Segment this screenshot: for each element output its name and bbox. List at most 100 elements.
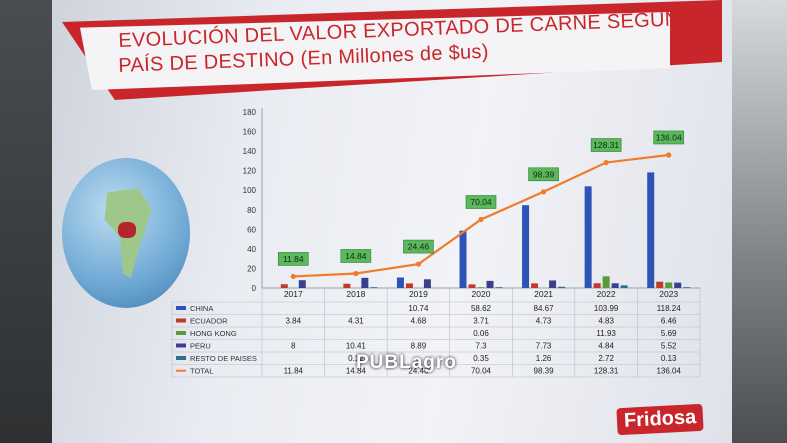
total-label-box (277, 252, 309, 266)
y-tick-label: 100 (243, 186, 257, 195)
table-cell: 4.84 (598, 342, 614, 351)
table-cell: 84.67 (534, 304, 555, 313)
table-cell: 11.93 (596, 329, 616, 338)
total-point (540, 189, 547, 195)
table-cell: 2.72 (598, 354, 614, 363)
bar-peru (674, 282, 682, 288)
legend-swatch (176, 331, 186, 335)
bar-ecuador (468, 284, 476, 288)
total-label-box (653, 130, 685, 145)
bar-china (396, 277, 404, 288)
total-data-label: 98.39 (533, 169, 555, 179)
bar-resto-de-paises (495, 287, 503, 288)
y-tick-label: 0 (252, 284, 257, 293)
table-cell: 70.04 (471, 367, 492, 376)
total-label-box (403, 239, 434, 254)
total-point (478, 216, 484, 223)
x-tick-label: 2022 (597, 289, 616, 299)
total-data-label: 24.46 (408, 242, 430, 252)
bar-resto-de-paises (558, 286, 566, 288)
table-cell: 10.74 (408, 304, 429, 313)
wall-left (0, 0, 52, 443)
table-cell: 103.99 (594, 304, 619, 313)
table-cell: 3.84 (285, 317, 301, 326)
bar-hong-kong (477, 287, 485, 288)
y-tick-label: 120 (243, 167, 257, 176)
y-tick-label: 60 (247, 225, 256, 234)
table-row-name: TOTAL (190, 367, 213, 376)
x-tick-label: 2021 (534, 289, 553, 299)
bar-ecuador (405, 283, 413, 288)
table-cell: 58.62 (471, 304, 492, 313)
table-cell: 5.52 (661, 342, 677, 351)
bar-hong-kong (665, 282, 673, 288)
bar-ecuador (656, 281, 664, 288)
total-label-box (528, 167, 559, 182)
bar-china (459, 230, 467, 288)
total-point (415, 261, 422, 267)
table-cell: 0.13 (661, 354, 677, 363)
table-row-name: PERU (190, 342, 211, 351)
table-cell: 6.46 (661, 317, 677, 326)
table-cell: 4.31 (348, 317, 364, 326)
total-label-box (340, 249, 372, 263)
bar-peru (361, 277, 369, 288)
y-tick-label: 80 (247, 206, 256, 215)
bar-ecuador (531, 283, 539, 288)
bar-peru (611, 283, 619, 288)
table-cell: 4.83 (598, 317, 614, 326)
wall-right (732, 0, 787, 443)
x-tick-label: 2017 (284, 289, 303, 299)
x-tick-label: 2020 (472, 289, 491, 299)
table-cell: 136.04 (656, 367, 681, 376)
table-row-name: RESTO DE PAISES (190, 354, 257, 363)
total-point (666, 152, 672, 158)
table-cell: 0.06 (473, 329, 489, 338)
bar-peru (486, 280, 494, 288)
x-tick-label: 2019 (409, 289, 428, 299)
table-cell: 10.41 (346, 342, 367, 351)
table-cell: 11.84 (284, 367, 304, 376)
table-cell: 24.46 (408, 367, 429, 376)
total-label-box (590, 138, 622, 152)
bar-china (522, 205, 530, 288)
y-tick-label: 20 (247, 264, 256, 273)
table-cell: 4.68 (411, 317, 427, 326)
bar-china (584, 186, 592, 288)
total-point (290, 273, 296, 280)
table-cell: 8.89 (411, 342, 427, 351)
total-data-label: 128.31 (593, 140, 619, 150)
x-tick-label: 2018 (346, 289, 365, 299)
bolivia-marker (118, 222, 136, 238)
legend-swatch (176, 306, 186, 310)
legend-swatch (176, 318, 186, 323)
y-tick-label: 40 (247, 245, 256, 254)
total-data-label: 14.84 (345, 251, 367, 261)
bar-resto-de-paises (683, 287, 691, 288)
bar-hong-kong (602, 276, 610, 288)
bar-resto-de-paises (620, 285, 628, 288)
bar-ecuador (343, 283, 351, 288)
bar-peru (298, 280, 306, 288)
table-cell: 0.12 (348, 354, 364, 363)
table-cell: 128.31 (594, 367, 619, 376)
fridosa-logo: Fridosa (616, 403, 704, 436)
table-cell: 5.69 (661, 329, 677, 338)
total-data-label: 11.84 (283, 254, 304, 264)
table-row-name: ECUADOR (190, 317, 228, 326)
x-tick-label: 2023 (659, 289, 678, 299)
table-cell: 14.84 (346, 367, 367, 376)
total-point (603, 159, 609, 166)
total-data-label: 136.04 (656, 132, 682, 142)
bar-china (647, 172, 655, 288)
total-label-box (465, 195, 497, 209)
table-cell: 7.73 (536, 342, 552, 351)
table-cell: 0.35 (473, 354, 489, 363)
table-row-name: HONG KONG (190, 329, 237, 338)
bar-peru (423, 279, 431, 288)
y-tick-label: 160 (243, 128, 257, 137)
bar-peru (549, 280, 557, 288)
legend-swatch (176, 343, 186, 348)
